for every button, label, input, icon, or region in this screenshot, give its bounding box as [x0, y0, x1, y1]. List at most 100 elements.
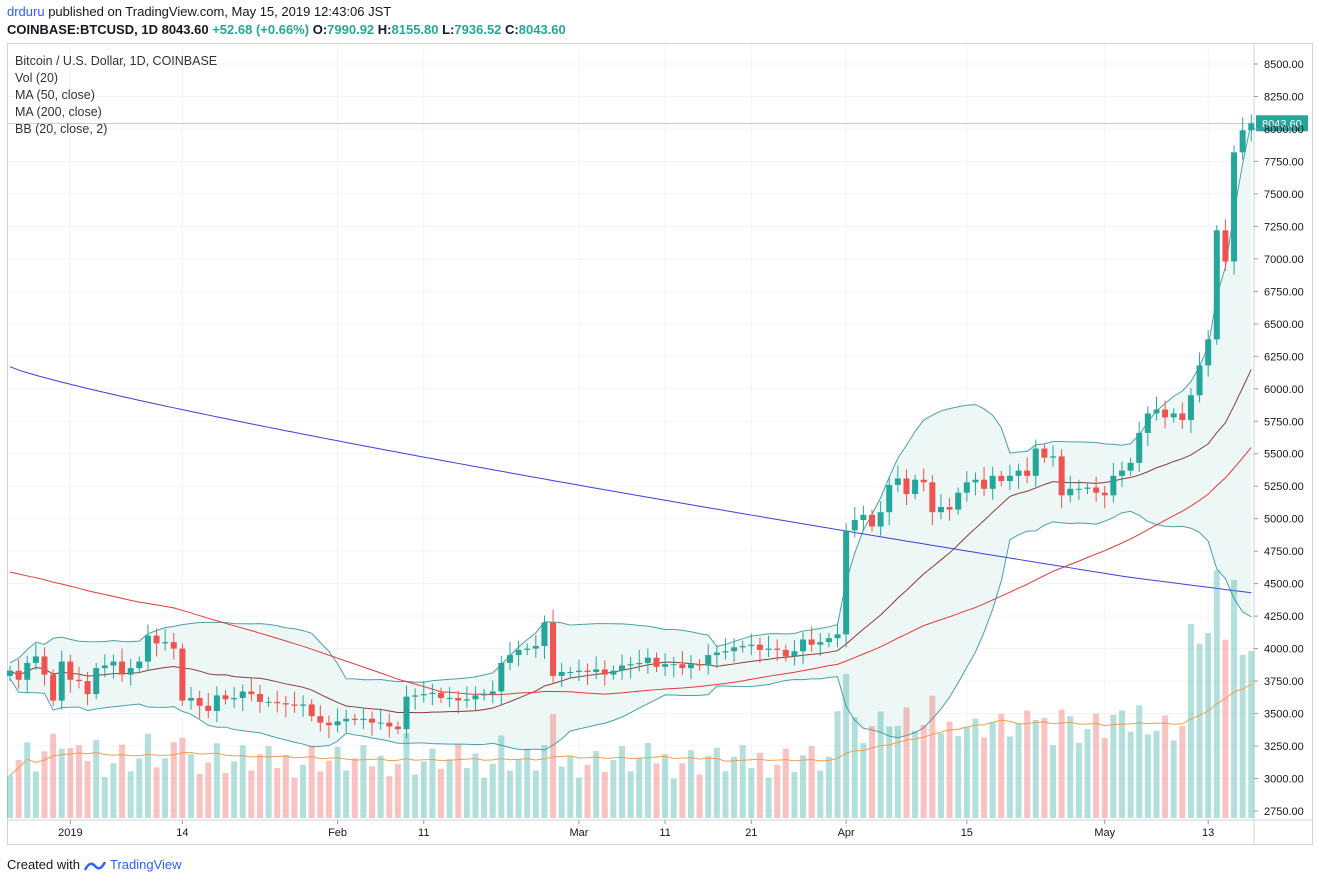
tradingview-brand[interactable]: TradingView: [109, 857, 182, 872]
volume-bar: [213, 743, 220, 818]
volume-bar: [774, 764, 781, 818]
candle-body: [1248, 123, 1255, 131]
volume-bar: [981, 737, 988, 818]
x-tick-label: 11: [418, 827, 429, 839]
candle-body: [1067, 488, 1074, 496]
candle-body: [84, 681, 91, 695]
volume-bar: [420, 761, 427, 818]
candle-body: [1110, 475, 1117, 496]
candle-body: [920, 479, 927, 483]
volume-bar: [1006, 736, 1013, 818]
volume-bar: [817, 770, 824, 818]
candle-body: [282, 703, 289, 705]
volume-bar: [601, 772, 608, 818]
volume-bar: [1170, 740, 1177, 818]
candle-body: [1006, 475, 1013, 482]
candle-body: [937, 507, 944, 513]
x-tick-label: 21: [745, 827, 757, 839]
candle-body: [1093, 487, 1100, 493]
candle-body: [41, 656, 48, 675]
volume-bar: [334, 746, 341, 818]
volume-bar: [687, 750, 694, 818]
candle-body: [119, 661, 126, 675]
y-tick-label: 4250.00: [1264, 611, 1304, 623]
y-tick-label: 6500.00: [1264, 319, 1304, 331]
volume-bar: [119, 744, 126, 818]
candle-body: [15, 670, 22, 680]
candle-body: [713, 652, 720, 656]
candle-body: [696, 664, 703, 666]
candle-body: [722, 651, 729, 653]
candle-body: [774, 648, 781, 650]
candle-body: [498, 662, 505, 692]
candle-body: [972, 479, 979, 483]
volume-bar: [575, 777, 582, 818]
candle-body: [541, 622, 548, 647]
volume-bar: [627, 771, 634, 818]
candle-body: [782, 649, 789, 657]
candle-body: [670, 664, 677, 666]
volume-bar: [765, 777, 772, 818]
y-tick-label: 5250.00: [1264, 481, 1304, 493]
volume-bar: [808, 746, 815, 818]
volume-bar: [800, 755, 807, 818]
candle-body: [24, 662, 31, 680]
candle-body: [1118, 470, 1125, 476]
volume-bar: [1213, 570, 1220, 818]
candle-body: [903, 478, 910, 495]
candle-body: [955, 492, 962, 510]
candle-body: [420, 694, 427, 696]
high-value: 8155.80: [391, 22, 439, 37]
y-tick-label: 3250.00: [1264, 741, 1304, 753]
price-change: +52.68 (+0.66%): [212, 22, 310, 37]
candle-body: [308, 704, 315, 717]
candle-body: [231, 697, 238, 700]
candle-body: [1153, 409, 1160, 414]
volume-bar: [144, 733, 151, 818]
candle-body: [334, 721, 341, 726]
low-value: 7936.52: [454, 22, 502, 37]
volume-bar: [179, 737, 186, 818]
x-tick-label: 13: [1202, 827, 1214, 839]
candle-body: [1231, 152, 1238, 262]
last-price-tag: [1256, 115, 1308, 132]
volume-ma-line: [9, 683, 1252, 776]
candle-body: [360, 718, 367, 721]
volume-bar: [903, 707, 910, 818]
candle-body: [110, 661, 117, 666]
y-tick-label: 4000.00: [1264, 644, 1304, 656]
volume-bar: [1058, 709, 1065, 818]
candle-body: [929, 482, 936, 513]
candle-body: [1024, 470, 1031, 476]
volume-bar: [506, 770, 513, 818]
volume-bar: [282, 755, 289, 818]
candle-body: [800, 639, 807, 652]
volume-bar: [463, 767, 470, 818]
volume-bar: [731, 756, 738, 818]
candle-body: [188, 697, 195, 701]
volume-bar: [1136, 705, 1143, 818]
volume-bar: [343, 770, 350, 818]
volume-bar: [1144, 734, 1151, 818]
volume-bar: [619, 746, 626, 818]
candle-body: [472, 695, 479, 700]
candle-body: [619, 665, 626, 671]
candle-body: [239, 691, 246, 698]
volume-bar: [308, 745, 315, 818]
volume-bar: [110, 763, 117, 818]
author-link[interactable]: drduru: [7, 4, 45, 19]
volume-bar: [834, 711, 841, 818]
volume-bar: [153, 767, 160, 818]
y-tick-label: 5750.00: [1264, 416, 1304, 428]
tradingview-logo-icon: [83, 860, 106, 871]
volume-bar: [550, 714, 557, 818]
last-price-label: 8043.60: [1262, 118, 1302, 130]
candle-body: [1213, 230, 1220, 340]
chart-frame[interactable]: [7, 43, 1313, 845]
candle-body: [429, 692, 436, 695]
volume-bar: [748, 767, 755, 818]
volume-bar: [851, 717, 858, 818]
volume-bar: [1032, 719, 1039, 818]
candle-body: [593, 669, 600, 672]
